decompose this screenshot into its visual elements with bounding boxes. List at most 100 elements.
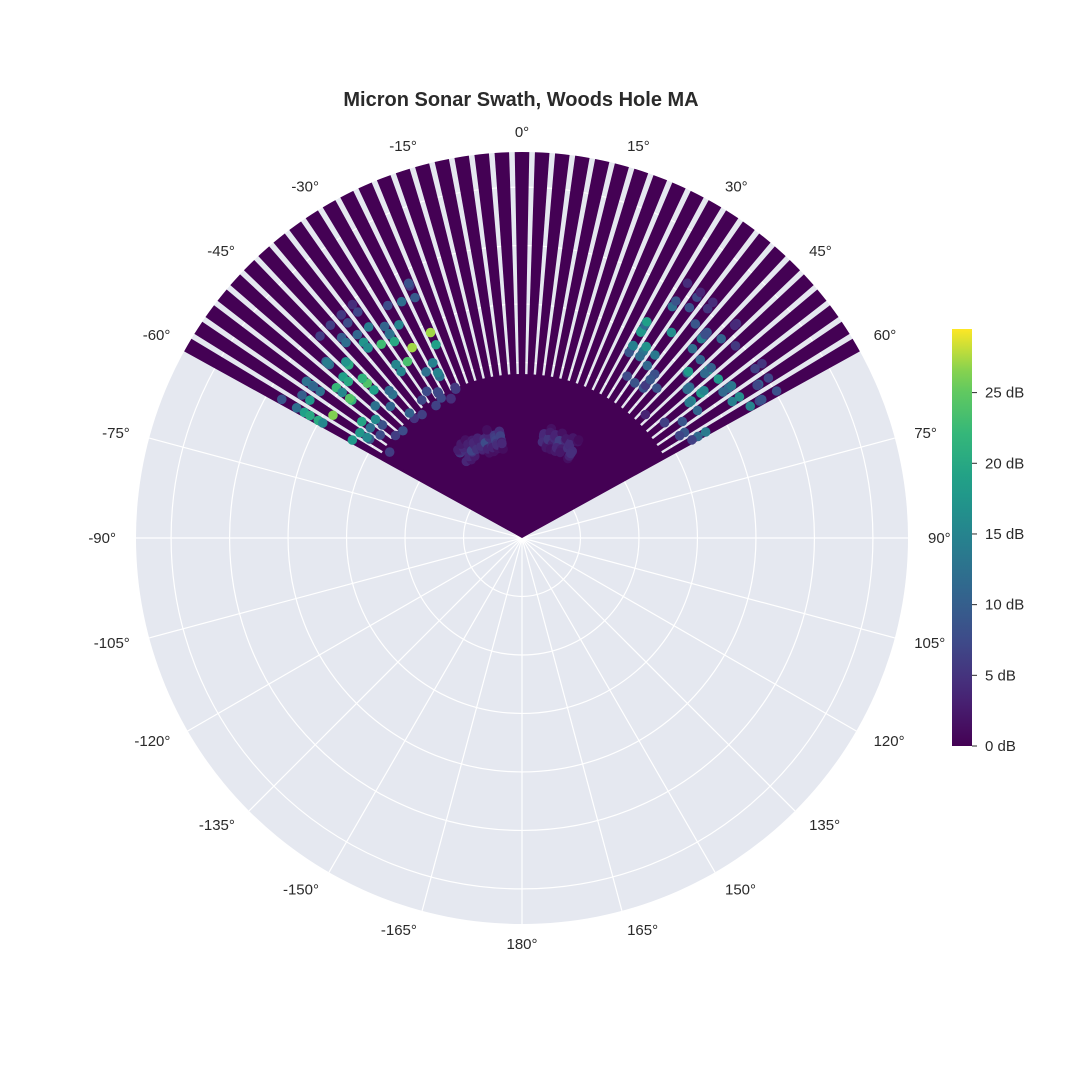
sonar-return-point xyxy=(666,327,677,338)
sonar-return-point xyxy=(276,394,287,405)
angular-tick-label: 0° xyxy=(515,124,529,141)
sonar-return-point xyxy=(325,320,336,330)
sonar-return-point xyxy=(336,310,347,320)
angular-tick-label: 15° xyxy=(627,138,650,155)
colorbar-tick-label: 5 dB xyxy=(985,667,1016,684)
colorbar-tick-label: 20 dB xyxy=(985,455,1024,472)
sonar-return-point xyxy=(629,378,640,388)
colorbar-tick-label: 15 dB xyxy=(985,526,1024,543)
sonar-return-point xyxy=(375,430,386,440)
sonar-return-point xyxy=(341,337,351,348)
sonar-return-point xyxy=(771,386,782,396)
sonar-return-point xyxy=(365,423,376,433)
angular-tick-label: 180° xyxy=(506,936,537,953)
angular-gridline xyxy=(521,537,716,873)
sonar-return-point xyxy=(404,408,415,418)
angular-tick-label: -135° xyxy=(199,817,235,834)
sonar-return-point xyxy=(385,401,396,412)
sonar-return-point xyxy=(645,374,656,385)
sonar-return-point xyxy=(355,427,365,438)
sonar-return-point xyxy=(628,340,638,351)
angular-gridline xyxy=(148,437,523,539)
sonar-return-point xyxy=(684,302,695,313)
angular-tick-label: 75° xyxy=(914,425,937,442)
sonar-return-point xyxy=(315,386,326,397)
sonar-return-point xyxy=(347,299,358,310)
angular-tick-label: 150° xyxy=(725,882,756,899)
sonar-return-point xyxy=(700,427,711,437)
sonar-return-point xyxy=(425,327,436,338)
angular-gridline xyxy=(521,437,896,539)
angular-gridline xyxy=(328,537,523,873)
sonar-return-point xyxy=(729,320,740,331)
sonar-return-point xyxy=(384,447,395,457)
sonar-return-point xyxy=(446,393,456,404)
sonar-return-point xyxy=(382,300,393,311)
sonar-return-point xyxy=(702,303,713,314)
sonar-return-point xyxy=(305,395,315,406)
sonar-return-point xyxy=(745,401,756,412)
sonar-return-point xyxy=(322,357,333,368)
sonar-return-point xyxy=(695,287,706,298)
sonar-return-point xyxy=(636,327,646,337)
sonar-return-point xyxy=(353,307,363,317)
sonar-return-point xyxy=(756,394,767,405)
sonar-return-point xyxy=(347,435,358,445)
angular-tick-label: -30° xyxy=(291,178,319,195)
sonar-return-point xyxy=(396,366,406,377)
sonar-return-point xyxy=(407,342,417,353)
sonar-return-point xyxy=(641,341,652,352)
angular-tick-label: 165° xyxy=(627,922,658,939)
angular-gridline xyxy=(421,537,523,912)
sonar-return-point xyxy=(377,420,388,430)
sonar-return-point xyxy=(565,448,576,459)
colorbar: 0 dB 5 dB 10 dB 15 dB 20 dB 25 dB xyxy=(952,329,1024,755)
angular-tick-label: 90° xyxy=(928,530,951,547)
sonar-return-point xyxy=(730,341,741,351)
sonar-return-point xyxy=(308,381,319,392)
angular-gridline xyxy=(521,537,796,812)
sonar-return-point xyxy=(677,416,688,427)
angular-tick-label: 105° xyxy=(914,635,945,652)
sonar-return-point xyxy=(421,367,431,377)
angular-gridline xyxy=(248,537,523,812)
angular-gridline xyxy=(187,537,523,732)
sonar-return-point xyxy=(432,367,443,378)
sonar-return-point xyxy=(682,278,693,289)
sonar-return-point xyxy=(716,333,727,344)
sonar-return-point xyxy=(734,392,745,402)
angular-tick-label: 135° xyxy=(809,817,840,834)
sonar-return-point xyxy=(687,435,697,445)
colorbar-tick-label: 0 dB xyxy=(985,738,1016,755)
angular-tick-label: -165° xyxy=(381,922,417,939)
sonar-return-point xyxy=(757,358,767,369)
angular-gridline xyxy=(521,537,623,912)
sonar-return-point xyxy=(635,351,645,362)
sonar-return-point xyxy=(650,350,660,360)
sonar-return-point xyxy=(384,328,395,339)
sonar-return-point xyxy=(700,329,710,340)
sonar-return-point xyxy=(357,373,368,384)
angular-axis: 0° 15° 30° 45° 60° 75° 90° 105° 120° 135° 150° 165°… xyxy=(88,124,950,953)
sonar-return-point xyxy=(398,425,408,436)
sonar-return-point xyxy=(699,368,710,379)
sonar-return-point xyxy=(379,321,390,332)
sonar-return-point xyxy=(642,316,652,327)
sonar-return-point xyxy=(718,387,728,397)
colorbar-tick-label: 10 dB xyxy=(985,597,1024,614)
sonar-return-point xyxy=(674,430,685,441)
sonar-returns xyxy=(276,278,782,467)
sonar-return-point xyxy=(750,363,760,374)
angular-gridline xyxy=(521,537,857,732)
sonar-return-point xyxy=(763,373,774,383)
sonar-return-point xyxy=(317,418,328,428)
sonar-return-point xyxy=(297,390,307,400)
sonar-return-point xyxy=(394,320,404,330)
sonar-return-point xyxy=(497,438,507,449)
sonar-return-point xyxy=(682,384,692,395)
sonar-return-point xyxy=(706,362,716,373)
sonar-return-point xyxy=(652,383,662,394)
angular-tick-label: -90° xyxy=(88,530,116,547)
